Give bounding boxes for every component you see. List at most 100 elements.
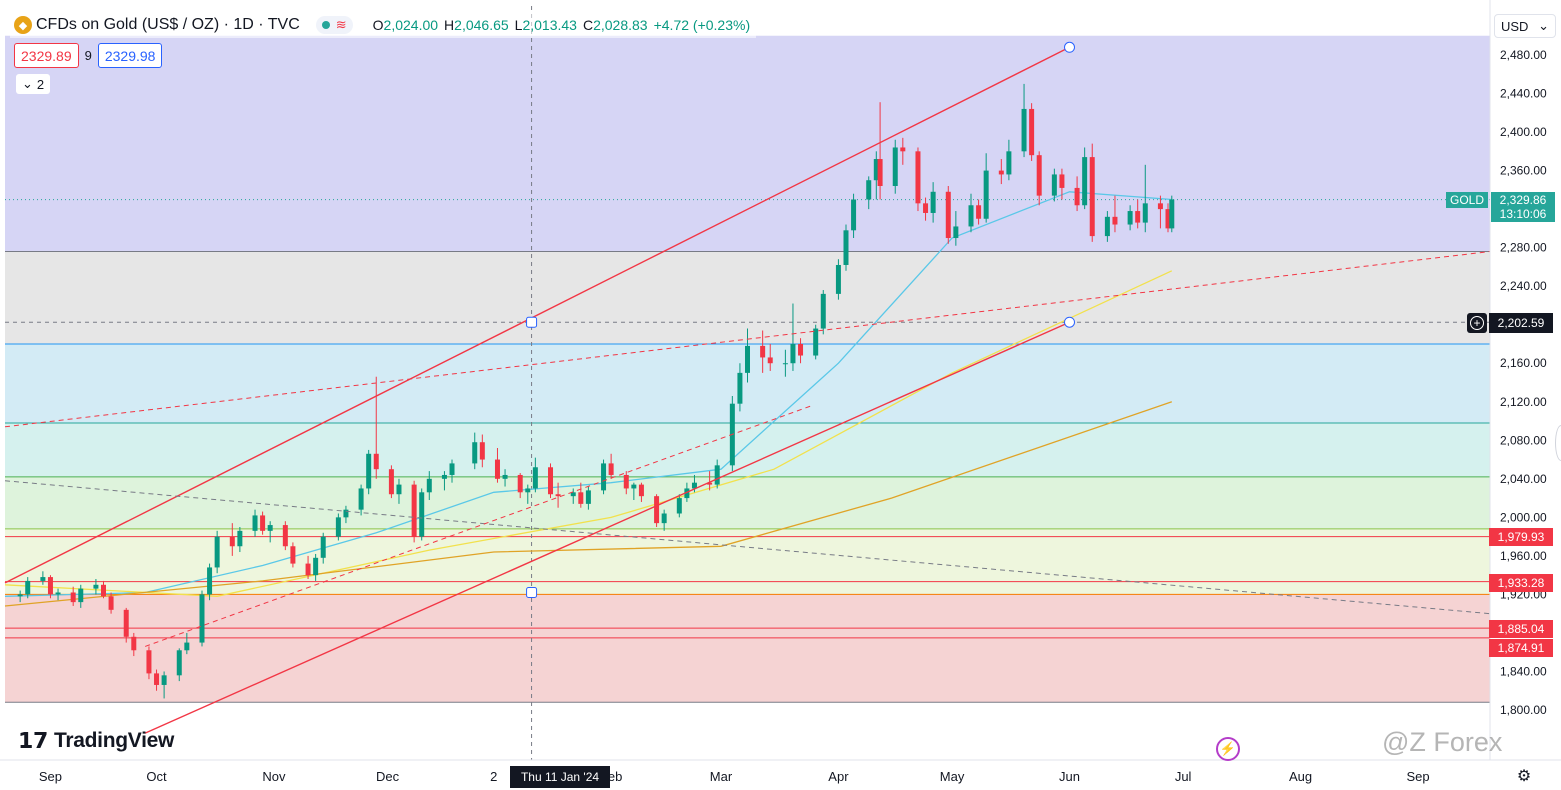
candle-body (532, 467, 538, 489)
trendline (4, 46, 1070, 584)
candle (945, 186, 951, 244)
price-tick-label: 1,800.00 (1500, 703, 1547, 717)
candle (373, 376, 379, 479)
currency-select[interactable]: USD ⌄ (1494, 14, 1556, 38)
time-tick-label: 2 (490, 769, 497, 784)
candle-body (260, 515, 266, 531)
candle-body (1157, 203, 1163, 210)
price-axis-bg (1490, 0, 1561, 790)
candle (877, 102, 883, 200)
candle-body (290, 546, 296, 564)
candle-body (578, 492, 584, 504)
candle (654, 494, 660, 527)
candle (892, 139, 898, 194)
candle (1036, 151, 1042, 206)
symbol-title[interactable]: CFDs on Gold (US$ / OZ) · 1D · TVC (36, 16, 300, 33)
candle-body (335, 517, 341, 537)
price-axis[interactable]: 2,480.00 2,440.00 2,400.00 2,360.00 2,280.00… (1489, 0, 1561, 790)
candle-body (388, 469, 394, 495)
candle-body (555, 494, 561, 497)
lightning-icon[interactable]: ⚡ (1216, 737, 1240, 761)
level-price-label: 1,933.28 (1489, 574, 1553, 592)
candle-body (373, 453, 379, 470)
candle-body (1135, 211, 1141, 223)
zone-band (5, 528, 1490, 595)
trendline-handle (1064, 316, 1076, 328)
candle (820, 290, 826, 335)
candle (1169, 195, 1175, 233)
candle-body (1021, 108, 1027, 152)
price-tick-label: 2,160.00 (1500, 356, 1547, 370)
candle (426, 471, 432, 501)
price-tick-label: 2,440.00 (1500, 87, 1547, 101)
candle-body (737, 372, 743, 404)
candle-body (835, 264, 841, 294)
candle (267, 521, 273, 543)
level-price-label: 1,979.93 (1489, 528, 1553, 546)
candle (78, 584, 84, 608)
indicators-toggle-button[interactable]: ⌄ 2 (16, 74, 51, 94)
tradingview-wordmark: TradingView (54, 729, 175, 752)
candle (532, 457, 538, 493)
add-alert-button[interactable]: + (1467, 313, 1487, 333)
trendline-handle (526, 316, 538, 328)
tradingview-logo[interactable]: 𝟭𝟳 TradingView (18, 728, 174, 754)
candle-body (449, 463, 455, 475)
trendline-layer[interactable] (4, 41, 1491, 734)
trade-panel: 2329.89 9 2329.98 (14, 43, 163, 68)
candle (900, 137, 906, 165)
candle-body (17, 594, 23, 597)
candle-body (366, 453, 372, 489)
time-tick-label: Sep (1406, 769, 1429, 784)
candle-body (100, 584, 106, 597)
candle (976, 199, 982, 225)
candle (548, 463, 554, 499)
last-price: 2,329.86 (1499, 193, 1547, 207)
candle (108, 592, 114, 614)
wave-icon: ≋ (335, 17, 347, 32)
candle (782, 349, 788, 377)
candle-body (131, 636, 137, 651)
price-tick-label: 2,240.00 (1500, 279, 1547, 293)
level-price-label: 1,885.04 (1489, 620, 1553, 638)
candle-body (229, 536, 235, 547)
price-tick-label: 2,080.00 (1500, 433, 1547, 447)
price-tick-label: 2,480.00 (1500, 48, 1547, 62)
sell-button[interactable]: 2329.89 (14, 43, 79, 68)
candle (366, 449, 372, 495)
symbol-price-tag: GOLD (1446, 192, 1488, 208)
candle-body (1127, 211, 1133, 225)
candle (1127, 205, 1133, 231)
scroll-handle[interactable] (1555, 425, 1561, 461)
candle-body (782, 363, 788, 365)
candle (305, 555, 311, 579)
candle-body (676, 498, 682, 514)
candle (843, 224, 849, 271)
crosshair-price-label: 2,202.59 (1489, 313, 1553, 333)
candle-body (199, 594, 205, 643)
buy-button[interactable]: 2329.98 (97, 43, 163, 68)
candle (70, 586, 76, 606)
candle (570, 488, 576, 504)
candle (237, 526, 243, 553)
candle (1157, 195, 1163, 229)
price-tick-label: 2,000.00 (1500, 510, 1547, 524)
candle (207, 563, 213, 601)
time-tick-label: May (940, 769, 965, 784)
candle (1112, 195, 1118, 233)
candle (578, 482, 584, 508)
candle-body (968, 205, 974, 227)
candle (55, 588, 61, 601)
change-value: +4.72 (+0.23%) (653, 17, 751, 33)
market-status[interactable]: ≋ (315, 16, 353, 34)
time-axis[interactable]: Sep Oct Nov Dec 2 Feb Mar Apr May Jun Jul Aug Sep (0, 759, 1561, 790)
gear-icon[interactable]: ⚙ (1516, 768, 1532, 785)
candle-body (1082, 157, 1088, 206)
candle-body (631, 484, 637, 489)
candle (396, 478, 402, 504)
candle-body (843, 230, 849, 265)
candle-body (419, 492, 425, 537)
candle (1074, 176, 1080, 212)
candle-body (313, 557, 319, 576)
